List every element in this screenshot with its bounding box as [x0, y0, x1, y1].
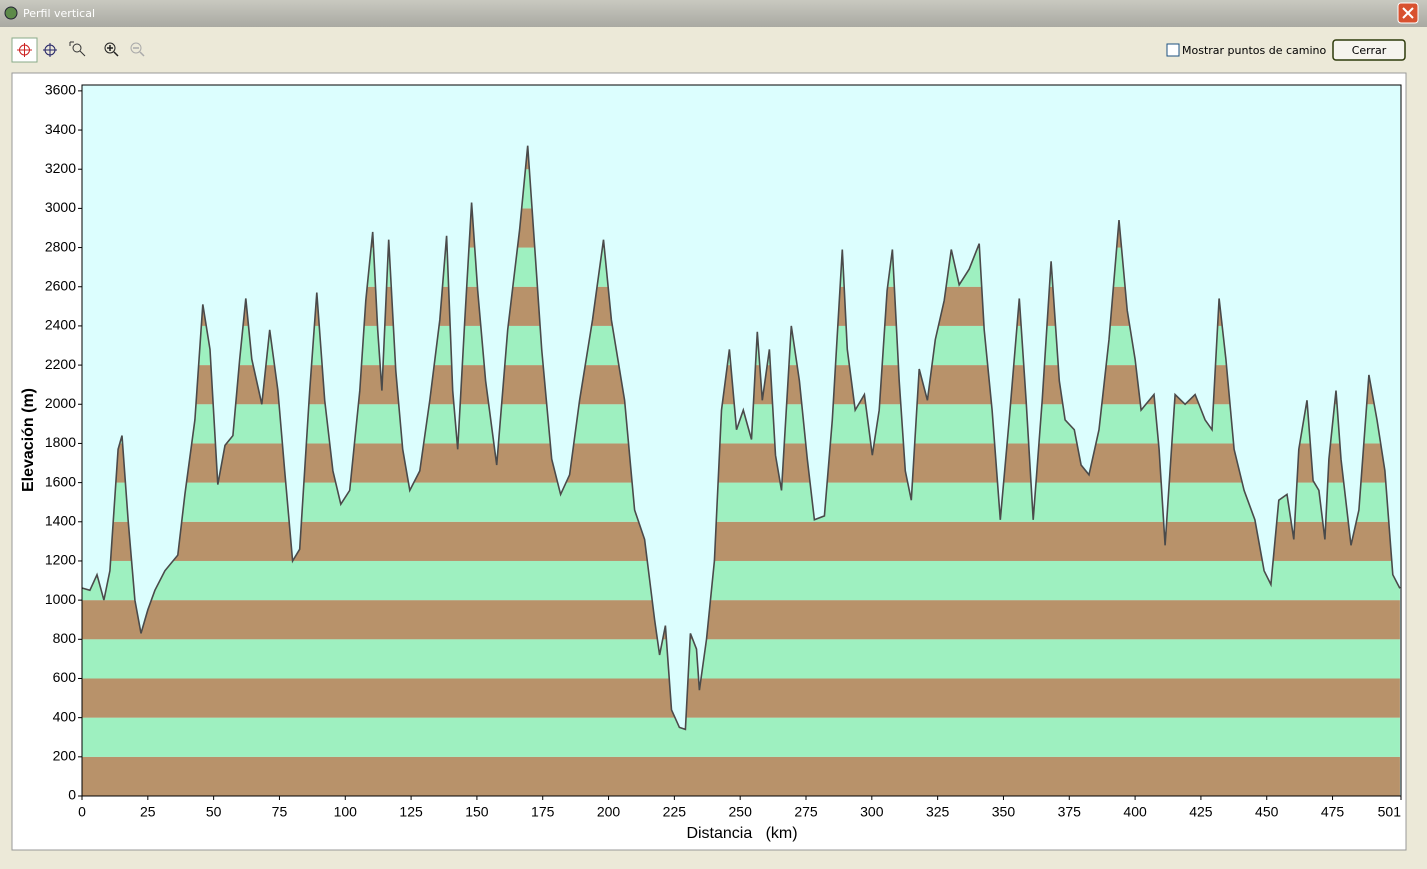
waypoints-checkbox[interactable]: Mostrar puntos de camino [1166, 43, 1327, 57]
elevation-band [82, 756, 1400, 796]
x-tick-label: 225 [663, 804, 687, 820]
x-tick-label: 350 [992, 804, 1016, 820]
x-axis-label: Distancia (km) [686, 825, 797, 842]
tool-zoom-out[interactable] [130, 42, 145, 57]
x-tick-label: 501 [1378, 804, 1402, 820]
x-tick-label: 275 [794, 804, 818, 820]
y-tick-label: 3400 [45, 121, 76, 137]
y-tick-label: 3600 [45, 82, 76, 98]
y-tick-label: 2000 [45, 395, 76, 411]
button-label: Cerrar [1352, 44, 1387, 57]
x-tick-label: 300 [860, 804, 884, 820]
x-tick-label: 250 [729, 804, 753, 820]
elevation-band [82, 560, 1400, 601]
x-tick-label: 400 [1123, 804, 1147, 820]
x-tick-label: 125 [399, 804, 423, 820]
y-tick-label: 3200 [45, 160, 76, 176]
elevation-band [82, 639, 1400, 679]
x-tick-label: 0 [78, 804, 86, 820]
y-tick-label: 2800 [45, 238, 76, 254]
y-tick-label: 400 [53, 708, 77, 724]
y-axis-label: Elevación (m) [20, 388, 37, 492]
y-tick-label: 1400 [45, 512, 76, 528]
elevation-line [81, 145, 1401, 731]
elevation-band [82, 600, 1400, 640]
plot-frame [81, 84, 1402, 797]
x-tick-label: 200 [597, 804, 621, 820]
title-bar [0, 0, 1427, 27]
tool-zoom-box[interactable] [69, 41, 86, 57]
y-tick-label: 800 [53, 630, 77, 646]
y-tick-label: 3000 [45, 199, 76, 215]
close-dialog-button[interactable]: Cerrar [1332, 39, 1406, 61]
x-tick-label: 100 [334, 804, 358, 820]
app-icon [4, 6, 18, 20]
elevation-band [82, 717, 1400, 757]
x-tick-label: 425 [1189, 804, 1213, 820]
x-tick-label: 375 [1058, 804, 1082, 820]
y-tick-label: 200 [53, 748, 77, 764]
y-tick-label: 1600 [45, 473, 76, 489]
x-tick-label: 325 [926, 804, 950, 820]
elevation-band [82, 443, 1400, 483]
x-tick-label: 75 [272, 804, 288, 820]
elevation-band [82, 482, 1400, 522]
y-tick-label: 2200 [45, 356, 76, 372]
x-tick-label: 475 [1321, 804, 1345, 820]
tool-crosshair[interactable] [11, 37, 38, 63]
tool-target[interactable] [43, 43, 57, 57]
x-tick-label: 50 [206, 804, 222, 820]
y-tick-label: 600 [53, 669, 77, 685]
y-tick-label: 1200 [45, 552, 76, 568]
y-tick-label: 1800 [45, 434, 76, 450]
y-tick-label: 2600 [45, 277, 76, 293]
close-button[interactable] [1397, 2, 1419, 24]
checkbox-label: Mostrar puntos de camino [1182, 44, 1327, 57]
y-tick-label: 1000 [45, 591, 76, 607]
x-tick-label: 150 [465, 804, 489, 820]
x-tick-label: 25 [140, 804, 156, 820]
x-tick-label: 175 [531, 804, 555, 820]
elevation-band [82, 678, 1400, 718]
window-title: Perfil vertical [23, 7, 95, 20]
y-tick-label: 2400 [45, 317, 76, 333]
elevation-band [82, 521, 1400, 561]
x-tick-label: 450 [1255, 804, 1279, 820]
y-tick-label: 0 [68, 787, 76, 803]
tool-zoom-in[interactable] [104, 42, 119, 57]
